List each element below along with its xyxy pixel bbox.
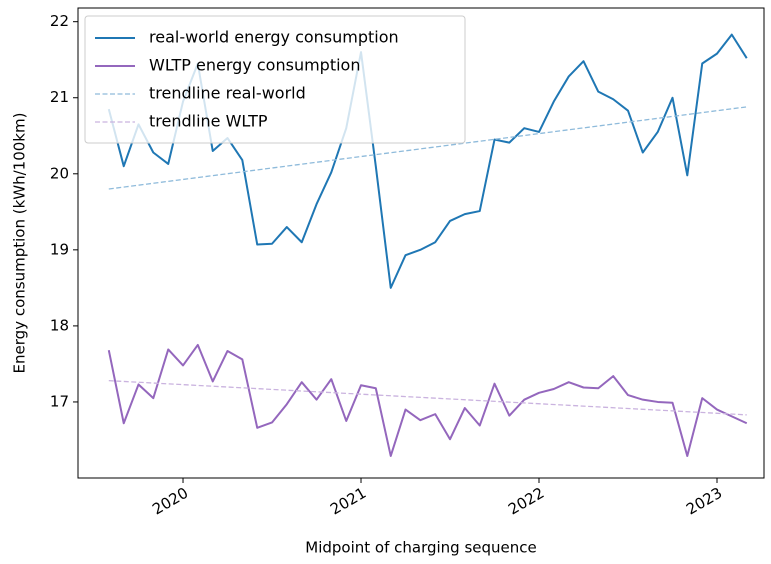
y-tick-label: 19 (50, 240, 69, 258)
legend-label: WLTP energy consumption (149, 56, 360, 75)
y-tick-label: 20 (50, 164, 69, 182)
y-tick-label: 21 (50, 88, 69, 106)
x-axis-label: Midpoint of charging sequence (305, 539, 537, 557)
legend-box (84, 15, 466, 144)
y-axis-label: Energy consumption (kWh/100km) (11, 113, 29, 374)
legend-label: trendline WLTP (149, 112, 268, 131)
x-tick-label: 2022 (505, 484, 547, 519)
x-tick-label: 2023 (683, 484, 725, 519)
y-tick-label: 18 (50, 316, 69, 334)
series-line (108, 106, 747, 190)
x-tick-label: 2020 (149, 484, 191, 519)
legend-label: real-world energy consumption (149, 28, 399, 47)
x-tick-label: 2021 (327, 484, 369, 519)
legend-label: trendline real-world (149, 84, 306, 103)
y-tick-label: 17 (50, 392, 69, 410)
plot-frame (77, 7, 765, 479)
y-tick-label: 22 (50, 12, 69, 30)
series-line (107, 343, 748, 457)
series-line (107, 33, 748, 289)
series-line (108, 380, 747, 416)
